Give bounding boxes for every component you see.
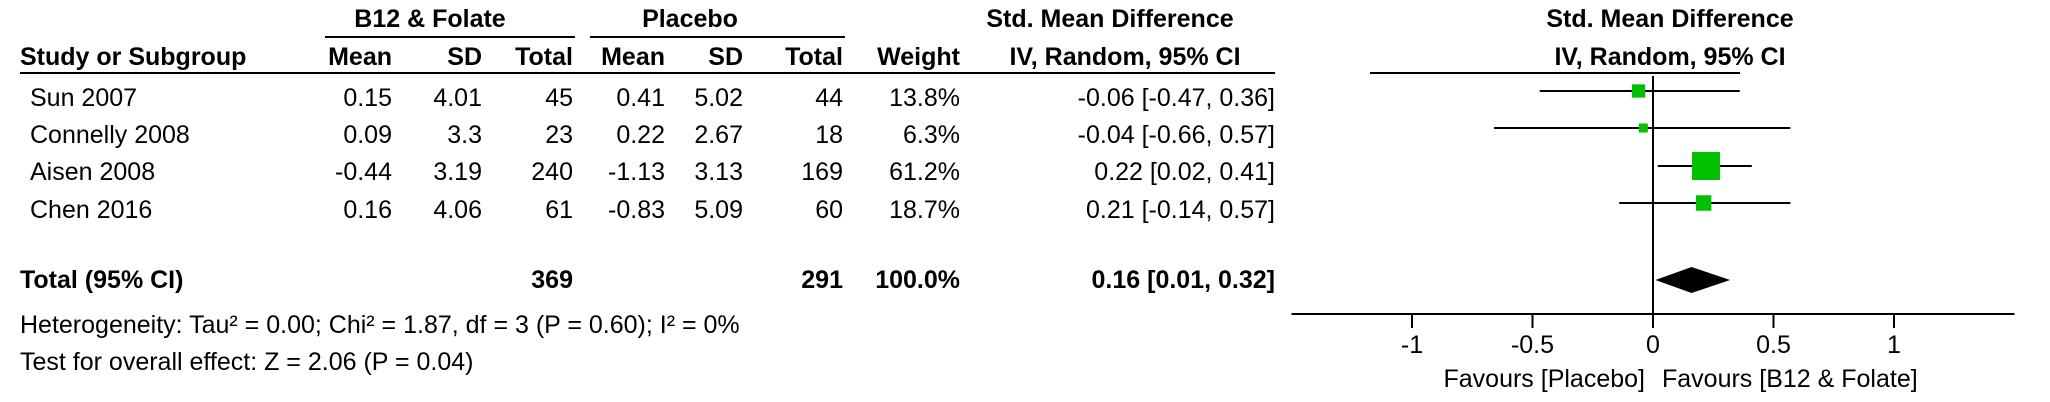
total1-value: 23 [545,121,573,149]
group-underline-placebo [590,36,845,38]
total1-sum: 369 [531,266,573,294]
study-name: Sun 2007 [30,84,138,112]
x-tick-label: 1 [1887,331,1901,359]
smd-header: Std. Mean Difference [986,5,1234,33]
total2-value: 60 [815,196,843,224]
sd1-value: 4.01 [433,84,482,112]
col-sd2: SD [708,43,743,71]
sd2-value: 5.09 [694,196,743,224]
favours-right-label: Favours [B12 & Folate] [1662,365,1918,393]
sd2-value: 2.67 [694,121,743,149]
total1-value: 61 [545,196,573,224]
x-tick-label: -0.5 [1510,331,1555,359]
col-weight: Weight [877,43,960,71]
mean1-value: 0.15 [343,84,392,112]
plot-header: Std. Mean Difference [1546,5,1794,33]
x-tick-label: 0.5 [1756,331,1791,359]
favours-left-label: Favours [Placebo] [1443,365,1646,393]
mean2-value: -0.83 [608,196,665,224]
mean1-value: -0.44 [335,158,392,186]
study-point-marker [1638,123,1648,133]
col-total1: Total [515,43,573,71]
overall-effect-text: Test for overall effect: Z = 2.06 (P = 0… [20,348,474,376]
ci-value: 0.22 [0.02, 0.41] [1094,158,1275,186]
total2-value: 44 [815,84,843,112]
sd1-value: 3.3 [447,121,482,149]
group-header-b12: B12 & Folate [354,5,506,33]
study-point-marker [1695,195,1712,211]
x-tick-label: -1 [1400,331,1424,359]
total1-value: 45 [545,84,573,112]
col-sd1: SD [447,43,482,71]
weight-value: 13.8% [889,84,960,112]
plot-method: IV, Random, 95% CI [1554,43,1786,71]
study-name: Aisen 2008 [30,158,156,186]
header-underline [20,72,1275,74]
sd1-value: 3.19 [433,158,482,186]
study-point-marker [1692,152,1721,180]
mean1-value: 0.16 [343,196,392,224]
study-name: Chen 2016 [30,196,153,224]
x-tick-label: 0 [1646,331,1660,359]
total1-value: 240 [531,158,573,186]
ci-value: -0.06 [-0.47, 0.36] [1077,84,1275,112]
weight-value: 18.7% [889,196,960,224]
mean2-value: 0.22 [616,121,665,149]
study-name: Connelly 2008 [30,121,190,149]
sd2-value: 3.13 [694,158,743,186]
mean2-value: 0.41 [616,84,665,112]
total-ci: 0.16 [0.01, 0.32] [1091,266,1275,294]
mean2-value: -1.13 [608,158,665,186]
col-total2: Total [785,43,843,71]
heterogeneity-text: Heterogeneity: Tau² = 0.00; Chi² = 1.87,… [20,311,740,339]
total2-value: 169 [801,158,843,186]
total-label: Total (95% CI) [20,266,184,294]
total2-sum: 291 [801,266,843,294]
weight-value: 61.2% [889,158,960,186]
group-underline-b12 [325,36,575,38]
ci-value: -0.04 [-0.66, 0.57] [1077,121,1275,149]
mean1-value: 0.09 [343,121,392,149]
study-point-marker [1631,84,1646,98]
weight-value: 6.3% [903,121,960,149]
pooled-diamond [1655,267,1731,293]
col-mean2: Mean [601,43,665,71]
total2-value: 18 [815,121,843,149]
group-header-placebo: Placebo [642,5,738,33]
plot-header-underline [1370,72,1740,74]
ci-value: 0.21 [-0.14, 0.57] [1085,196,1275,224]
col-mean1: Mean [328,43,392,71]
sd1-value: 4.06 [433,196,482,224]
col-study: Study or Subgroup [20,43,247,71]
total-weight: 100.0% [875,266,960,294]
sd2-value: 5.02 [694,84,743,112]
col-method: IV, Random, 95% CI [1009,43,1241,71]
